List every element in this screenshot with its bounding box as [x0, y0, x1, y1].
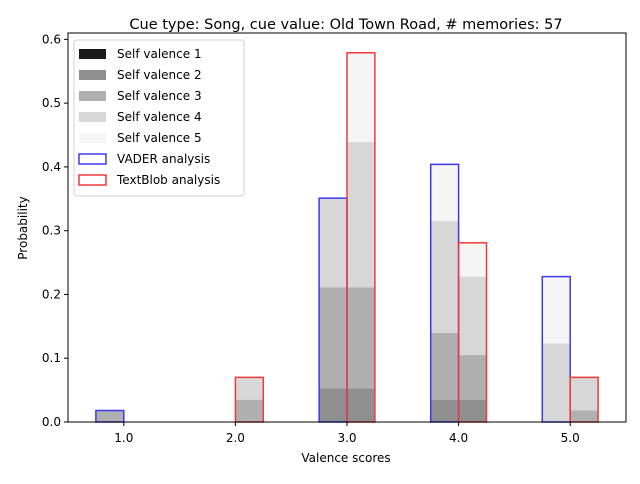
x-tick-label-3: 3.0 — [337, 431, 356, 445]
x-tick-label-1: 1.0 — [114, 431, 133, 445]
legend-label-textblob-analysis: TextBlob analysis — [116, 173, 220, 187]
legend-swatch-textblob-analysis — [78, 174, 107, 186]
y-tick-label-4: 0.3 — [42, 224, 61, 238]
bar-vader-self-valence-2-x3 — [319, 388, 347, 422]
chart-title: Cue type: Song, cue value: Old Town Road… — [129, 17, 562, 33]
x-axis-label: Valence scores — [301, 451, 390, 465]
legend-label-self-valence-3: Self valence 3 — [117, 89, 202, 103]
bar-vader-self-valence-5-x4 — [430, 165, 459, 222]
bar-vader-self-valence-3-x3 — [319, 287, 347, 389]
x-tick-label-2: 2.0 — [226, 431, 245, 445]
bar-textblob-self-valence-3-x4 — [458, 355, 487, 400]
legend: Self valence 1 Self valence 2 Self valence… — [73, 39, 245, 197]
y-tick-label-1: 0.0 — [42, 415, 61, 429]
y-tick-label-7: 0.6 — [42, 32, 61, 46]
bar-textblob-self-valence-4-x2 — [235, 377, 264, 400]
bar-textblob-self-valence-4-x4 — [458, 276, 487, 356]
legend-swatch-self-valence-3 — [79, 91, 106, 101]
legend-swatch-self-valence-5 — [79, 133, 106, 143]
legend-swatch-self-valence-2 — [79, 70, 106, 80]
x-tick-label-4: 4.0 — [449, 431, 468, 445]
bar-vader-self-valence-4-x5 — [542, 343, 571, 422]
bar-textblob-self-valence-3-x5 — [570, 410, 599, 422]
legend-box — [73, 39, 245, 197]
x-tick-label-5: 5.0 — [561, 431, 580, 445]
bar-vader-self-valence-2-x4 — [430, 399, 459, 422]
bar-textblob-self-valence-2-x3 — [347, 388, 375, 422]
y-tick-label-2: 0.1 — [42, 351, 61, 365]
legend-label-self-valence-1: Self valence 1 — [117, 47, 202, 61]
bar-vader-self-valence-4-x3 — [319, 198, 347, 288]
y-tick-label-5: 0.4 — [42, 160, 61, 174]
legend-label-self-valence-4: Self valence 4 — [117, 110, 202, 124]
bar-vader-self-valence-5-x5 — [542, 276, 571, 344]
bar-vader-self-valence-3-x1 — [95, 410, 124, 422]
legend-label-self-valence-5: Self valence 5 — [117, 131, 202, 145]
x-axis: 1.0 2.0 3.0 4.0 5.0 — [114, 422, 580, 445]
y-tick-label-3: 0.2 — [42, 287, 61, 301]
bar-textblob-self-valence-5-x3 — [347, 52, 375, 143]
legend-label-vader-analysis: VADER analysis — [117, 152, 210, 166]
legend-swatch-self-valence-4 — [79, 112, 106, 122]
legend-swatch-vader-analysis — [78, 153, 107, 165]
bar-textblob-self-valence-3-x3 — [347, 287, 375, 389]
bar-textblob-self-valence-5-x4 — [458, 242, 487, 277]
y-axis: 0.0 0.1 0.2 0.3 0.4 0.5 0.6 — [42, 32, 68, 429]
y-axis-label: Probability — [16, 196, 30, 259]
bar-textblob-self-valence-4-x5 — [570, 376, 599, 411]
bar-vader-self-valence-3-x4 — [430, 332, 459, 400]
legend-label-self-valence-2: Self valence 2 — [117, 68, 202, 82]
bar-textblob-self-valence-3-x2 — [235, 399, 264, 422]
bar-textblob-self-valence-2-x4 — [458, 399, 487, 422]
y-tick-label-6: 0.5 — [42, 96, 61, 110]
legend-swatch-self-valence-1 — [79, 49, 106, 59]
bar-textblob-self-valence-4-x3 — [347, 142, 375, 288]
bars-layer — [95, 52, 599, 422]
bar-vader-self-valence-4-x4 — [430, 221, 459, 333]
